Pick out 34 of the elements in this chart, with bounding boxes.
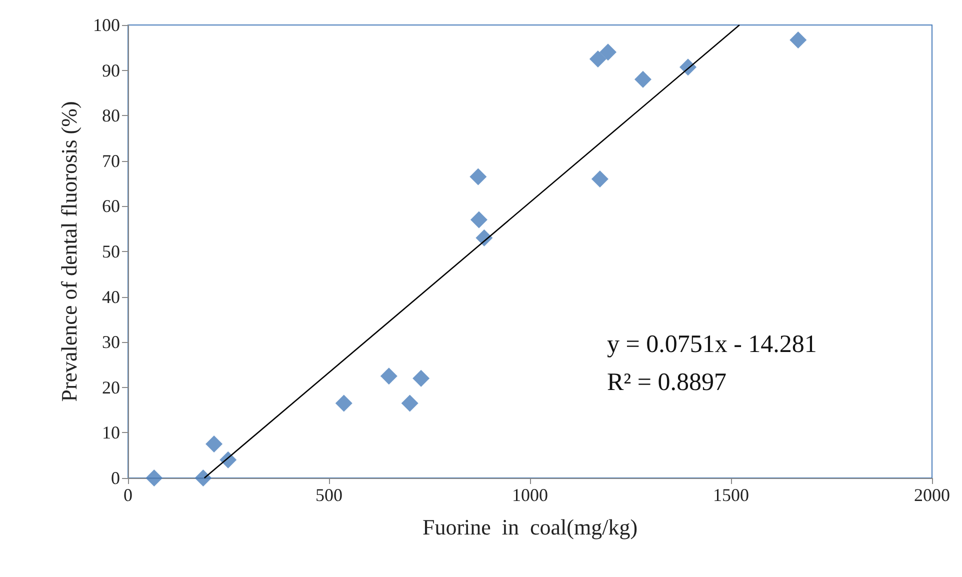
x-tick-label: 0 — [124, 485, 132, 505]
y-tick-label: 30 — [102, 332, 120, 352]
y-axis-title: Prevalence of dental fluorosis (%) — [56, 101, 82, 402]
y-tick-label: 40 — [102, 286, 120, 307]
y-tick-label: 80 — [102, 106, 120, 126]
y-tick-label: 50 — [102, 242, 120, 262]
point — [591, 170, 608, 188]
x-tick-label: 1000 — [512, 485, 548, 505]
x-tick-label: 500 — [316, 485, 342, 505]
point — [380, 368, 398, 385]
x-tick-label: 2000 — [914, 485, 950, 505]
point — [599, 44, 616, 61]
y-tick-label: 0 — [111, 468, 120, 488]
point — [589, 50, 606, 68]
x-tick-label: 1500 — [713, 485, 749, 505]
point — [470, 211, 488, 228]
point — [401, 394, 418, 412]
y-tick-label: 20 — [102, 377, 120, 398]
y-tick-label: 60 — [102, 196, 120, 216]
y-tick-label: 10 — [102, 422, 120, 443]
annotation: y = 0.0751x - 14.281 — [606, 331, 817, 358]
annotation: R² = 0.8897 — [606, 369, 727, 396]
x-axis-title: Fuorine in coal(mg/kg) — [422, 514, 638, 540]
point — [470, 168, 487, 186]
point — [335, 394, 352, 412]
point — [412, 370, 430, 387]
point — [206, 436, 223, 453]
y-tick-label: 100 — [93, 15, 120, 35]
point — [146, 470, 163, 486]
point — [194, 470, 212, 486]
point — [634, 70, 652, 88]
y-tick-label: 90 — [102, 60, 120, 80]
point — [790, 31, 807, 48]
y-tick-label: 70 — [102, 150, 120, 171]
